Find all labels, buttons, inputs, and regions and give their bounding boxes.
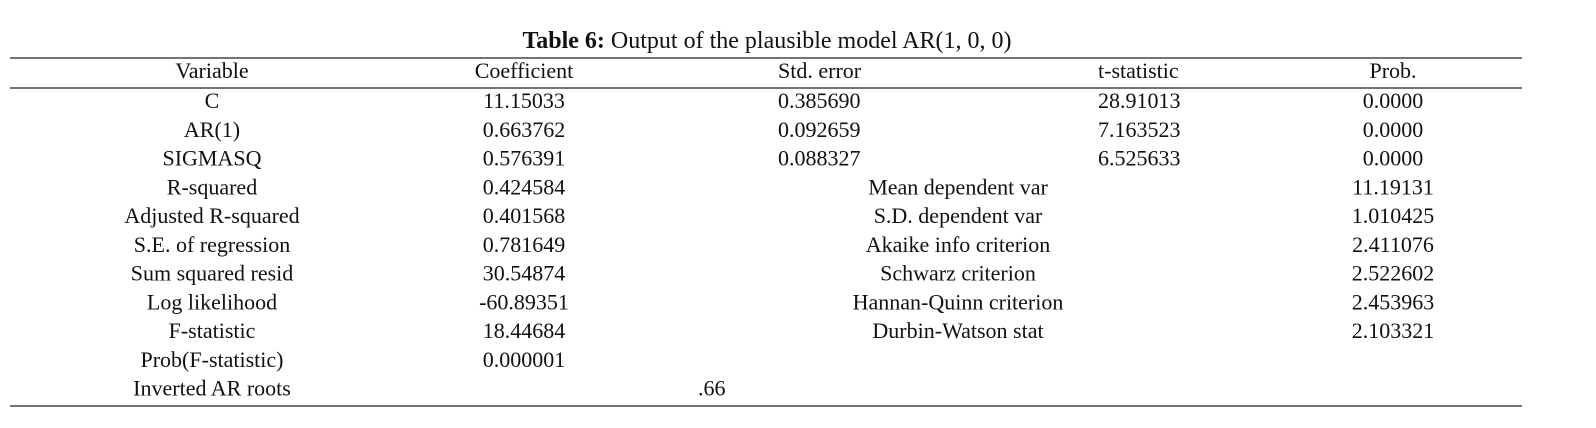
cell: 0.576391 <box>483 146 566 171</box>
column-header: Std. error <box>778 58 862 83</box>
cell: 0.385690 <box>778 88 861 113</box>
cell: 0.088327 <box>778 146 861 171</box>
column-header: t-statistic <box>1098 58 1179 83</box>
stat-label: F-statistic <box>169 318 256 343</box>
cell: 0.0000 <box>1363 117 1424 142</box>
cell: 11.15033 <box>483 88 565 113</box>
stat-value: 2.453963 <box>1352 289 1435 314</box>
row-label: C <box>205 88 220 113</box>
stat-label: R-squared <box>167 174 257 199</box>
stat-value: 0.424584 <box>483 174 566 199</box>
cell: 0.092659 <box>778 117 861 142</box>
stat-value: .66 <box>698 376 726 401</box>
cell: 0.0000 <box>1363 146 1424 171</box>
stat-label: Sum squared resid <box>131 261 294 286</box>
stat-value: 2.103321 <box>1352 318 1435 343</box>
stat-value: 2.522602 <box>1352 261 1435 286</box>
row-label: AR(1) <box>184 117 240 142</box>
stat-label: Akaike info criterion <box>866 232 1051 257</box>
stat-label: Log likelihood <box>147 289 277 314</box>
cell: 28.91013 <box>1098 88 1181 113</box>
stat-value: 30.54874 <box>483 261 566 286</box>
stat-value: 2.411076 <box>1352 232 1434 257</box>
cell: 7.163523 <box>1098 117 1181 142</box>
stat-value: -60.89351 <box>479 289 569 314</box>
stat-value: 18.44684 <box>483 318 566 343</box>
cell: 0.0000 <box>1363 88 1424 113</box>
stat-label: Durbin-Watson stat <box>872 318 1043 343</box>
stat-label: Inverted AR roots <box>133 376 291 401</box>
column-header: Prob. <box>1369 58 1416 83</box>
cell: 6.525633 <box>1098 146 1181 171</box>
stat-label: S.D. dependent var <box>874 203 1043 228</box>
stat-value: 0.000001 <box>483 347 566 372</box>
caption-label: Table 6: <box>522 28 604 54</box>
stat-label: Adjusted R-squared <box>124 203 299 228</box>
stat-value: 11.19131 <box>1352 174 1434 199</box>
stat-label: Mean dependent var <box>868 174 1048 199</box>
column-header: Coefficient <box>475 58 574 83</box>
column-header: Variable <box>175 58 248 83</box>
stat-label: Schwarz criterion <box>880 261 1036 286</box>
stat-value: 1.010425 <box>1352 203 1435 228</box>
caption-text: Output of the plausible model AR(1, 0, 0… <box>611 28 1012 54</box>
stat-label: Hannan-Quinn criterion <box>853 289 1064 314</box>
stat-value: 0.781649 <box>483 232 566 257</box>
stat-value: 0.401568 <box>483 203 566 228</box>
table-caption: Table 6: Output of the plausible model AR… <box>522 28 1011 54</box>
row-label: SIGMASQ <box>162 146 261 171</box>
cell: 0.663762 <box>483 117 566 142</box>
stat-label: Prob(F-statistic) <box>141 347 284 372</box>
stat-label: S.E. of regression <box>134 232 290 257</box>
